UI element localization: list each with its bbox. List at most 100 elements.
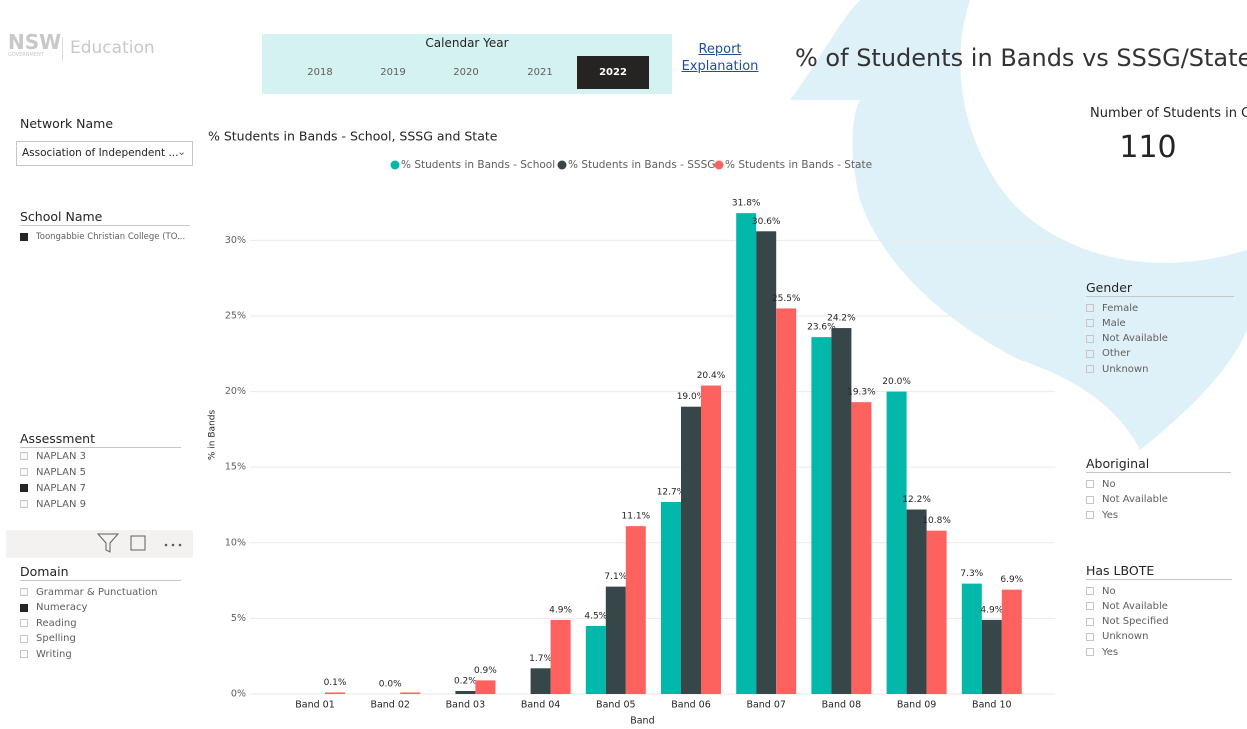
item-label[interactable]: Not Available: [1102, 333, 1168, 345]
item-label[interactable]: Grammar & Punctuation: [36, 586, 158, 598]
x-tick-label: Band 02: [370, 700, 410, 711]
item-label[interactable]: Reading: [36, 617, 77, 629]
slicer-item[interactable]: Writing: [20, 648, 72, 660]
data-label: 7.3%: [960, 569, 983, 579]
slicer-item[interactable]: Unknown: [1086, 363, 1148, 375]
data-label: 19.3%: [847, 388, 876, 398]
slicer-title: Gender: [1086, 280, 1133, 295]
bar: [605, 586, 626, 694]
focus-icon[interactable]: [130, 535, 146, 551]
item-label[interactable]: NAPLAN 9: [36, 498, 87, 510]
bar: [906, 509, 927, 694]
year-button[interactable]: 2020: [453, 67, 479, 78]
slicer-item[interactable]: Unknown: [1086, 631, 1148, 643]
checkbox: [20, 233, 28, 241]
data-label: 0.9%: [474, 666, 497, 676]
item-label[interactable]: Spelling: [36, 633, 76, 644]
data-label: 12.2%: [902, 495, 931, 505]
checkbox: [1086, 334, 1094, 343]
year-button[interactable]: 2019: [380, 67, 406, 78]
x-tick-label: Band 08: [822, 700, 862, 711]
item-label[interactable]: No: [1102, 478, 1116, 490]
item-label[interactable]: NAPLAN 5: [36, 466, 87, 478]
slicer-underline: [1086, 472, 1231, 473]
checkbox: [20, 603, 28, 612]
checkbox: [1086, 495, 1094, 504]
slicer-item[interactable]: NAPLAN 3: [20, 450, 86, 462]
item-label[interactable]: NAPLAN 3: [36, 450, 87, 462]
slicer-item[interactable]: Reading: [20, 617, 77, 629]
y-tick-label: 20%: [225, 386, 246, 397]
item-label[interactable]: Writing: [36, 648, 72, 660]
x-axis-label: Band: [630, 716, 654, 727]
item-label[interactable]: Unknown: [1102, 363, 1149, 375]
slicer-underline: [20, 580, 181, 581]
slicer-item[interactable]: Grammar & Punctuation: [20, 586, 157, 598]
slicer-item[interactable]: Toongabbie Christian College (TO...: [20, 231, 185, 243]
year-slicer-title: Calendar Year: [425, 36, 509, 50]
data-label: 12.7%: [657, 487, 686, 497]
slicer-item[interactable]: Numeracy: [20, 602, 87, 614]
bar: [776, 308, 797, 694]
network-dropdown[interactable]: Association of Independent ... ⌄: [16, 141, 193, 166]
year-button[interactable]: 2022: [577, 56, 649, 89]
more-icon[interactable]: [164, 543, 182, 547]
checkbox: [1086, 617, 1094, 626]
slicer-item[interactable]: No: [1086, 478, 1116, 490]
network-value: Association of Independent ...: [22, 147, 179, 159]
bar: [701, 385, 721, 694]
item-label[interactable]: Numeracy: [36, 602, 88, 613]
bar: [756, 231, 777, 695]
slicer-item[interactable]: NAPLAN 9: [20, 498, 86, 510]
slicer-item[interactable]: No: [1086, 585, 1116, 597]
item-label[interactable]: Not Available: [1102, 494, 1168, 505]
checkbox: [20, 619, 28, 627]
data-label: 7.1%: [604, 572, 627, 582]
slicer-item[interactable]: Spelling: [20, 633, 76, 645]
report-link[interactable]: Report Explanation: [681, 42, 759, 74]
brand: Education: [70, 38, 155, 58]
filter-icon[interactable]: [96, 533, 120, 553]
item-label[interactable]: Yes: [1102, 646, 1119, 658]
year-button[interactable]: 2018: [307, 67, 333, 78]
item-label[interactable]: NAPLAN 7: [36, 482, 87, 494]
logo: NSW: [8, 30, 62, 54]
item-label[interactable]: Not Specified: [1102, 616, 1169, 628]
y-tick-label: 25%: [225, 310, 246, 321]
item-label[interactable]: Toongabbie Christian College (TO...: [36, 232, 186, 242]
checkbox: [1086, 648, 1094, 657]
slicer-underline: [1086, 579, 1232, 580]
slicer-item[interactable]: Female: [1086, 302, 1138, 314]
item-label[interactable]: Yes: [1102, 509, 1119, 521]
slicer-item[interactable]: Yes: [1086, 646, 1118, 658]
x-tick-label: Band 07: [746, 700, 786, 711]
year-button[interactable]: 2021: [527, 67, 553, 78]
slicer-item[interactable]: Not Available: [1086, 494, 1168, 506]
slicer-item[interactable]: Not Available: [1086, 600, 1168, 612]
legend-marker: [714, 160, 724, 170]
item-label[interactable]: Female: [1102, 302, 1139, 314]
slicer-title: Domain: [20, 564, 69, 579]
data-label: 10.8%: [922, 516, 951, 526]
slicer-item[interactable]: NAPLAN 7: [20, 482, 86, 494]
slicer-item[interactable]: Other: [1086, 348, 1130, 360]
bar: [851, 402, 872, 694]
item-label[interactable]: Unknown: [1102, 631, 1149, 643]
data-label: 6.9%: [1000, 575, 1023, 585]
slicer-item[interactable]: Male: [1086, 317, 1126, 329]
slicer-item[interactable]: Yes: [1086, 509, 1118, 521]
item-label[interactable]: No: [1102, 585, 1116, 597]
item-label[interactable]: Other: [1102, 348, 1131, 360]
x-tick-label: Band 09: [897, 700, 937, 711]
item-label[interactable]: Male: [1102, 317, 1126, 329]
slicer-item[interactable]: NAPLAN 5: [20, 466, 86, 478]
checkbox: [20, 468, 28, 476]
slicer-item[interactable]: Not Specified: [1086, 616, 1169, 628]
slicer-item[interactable]: Not Available: [1086, 333, 1168, 345]
logo-sub: GOVERNMENT: [8, 52, 44, 58]
checkbox: [1086, 632, 1094, 641]
network-title: Network Name: [20, 116, 114, 131]
item-label[interactable]: Not Available: [1102, 600, 1168, 612]
bar: [811, 337, 832, 694]
data-label: 0.2%: [454, 676, 477, 686]
